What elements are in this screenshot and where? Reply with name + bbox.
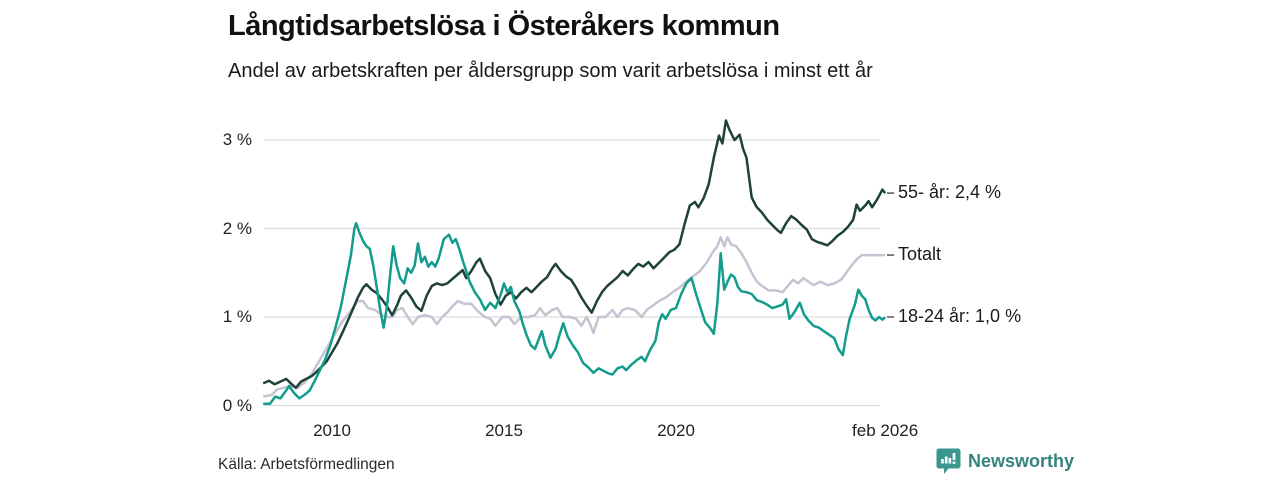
y-axis-tick-label: 3 % (222, 130, 252, 149)
series-end-label-totalt: Totalt (898, 244, 942, 265)
source-note: Källa: Arbetsförmedlingen (218, 456, 395, 473)
series-line-55-r (262, 119, 887, 390)
x-axis-tick-label: 2010 (313, 421, 351, 440)
newsworthy-icon (936, 448, 961, 474)
y-axis-tick-label: 1 % (222, 307, 252, 326)
series-end-label-55-r: 55- år: 2,4 % (898, 182, 1002, 203)
x-axis-tick-label: 2015 (485, 421, 523, 440)
y-axis-tick-label: 0 % (222, 395, 252, 415)
page-subtitle: Andel av arbetskraften per åldersgrupp s… (228, 60, 873, 82)
x-axis-tick-label: 2020 (657, 421, 695, 440)
x-axis-tick-label: feb 2026 (852, 421, 919, 440)
series-end-label-18-24-r: 18-24 år: 1,0 % (898, 306, 1022, 326)
brand-name: Newsworthy (968, 451, 1075, 471)
series-line-18-24-r (263, 221, 887, 405)
page-title: Långtidsarbetslösa i Österåkers kommun (228, 10, 780, 42)
y-axis-tick-label: 2 % (222, 218, 252, 238)
series-line-totalt (262, 236, 886, 398)
brand-logo: Newsworthy (936, 448, 1074, 475)
